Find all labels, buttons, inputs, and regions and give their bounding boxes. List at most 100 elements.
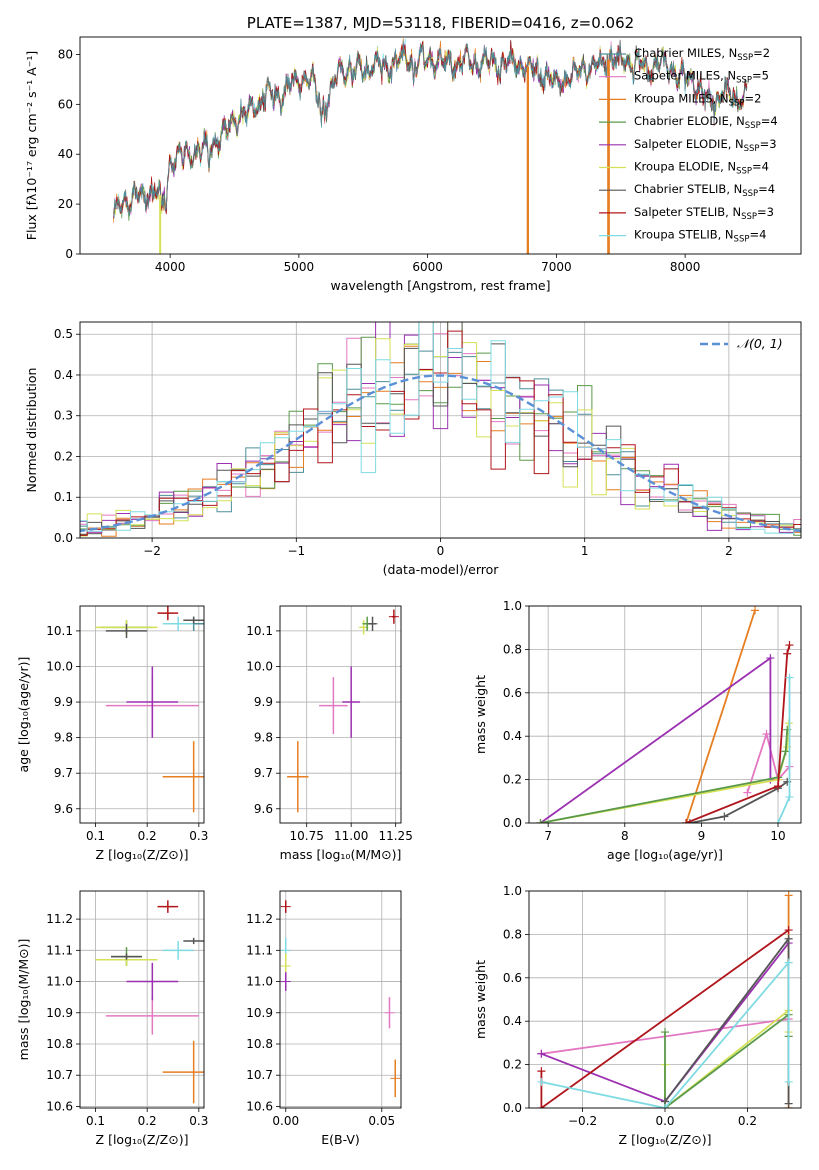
mass_vs_ebv-xtick-label: 0.00 — [272, 1114, 299, 1128]
age_vs_mass-ytick-label: 10.0 — [246, 659, 273, 673]
age_vs_Z-xtick-label: 0.3 — [189, 829, 208, 843]
mass_vs_Z-ylabel: mass [log₁₀(M/M⊙)] — [16, 939, 31, 1061]
legend-entry: Kroupa ELODIE, NSSP=4 — [634, 160, 769, 177]
series-kroupa-stelib — [541, 960, 790, 1108]
age_vs_Z-xlabel: Z [log₁₀(Z/Z⊙)] — [96, 847, 189, 862]
legend-entry: Salpeter STELIB, NSSP=3 — [634, 205, 774, 222]
legend-entry: Chabrier MILES, NSSP=2 — [634, 46, 770, 63]
age_vs_mass-plot-area — [287, 609, 399, 813]
mass_vs_Z-xlabel: Z [log₁₀(Z/Z⊙)] — [96, 1132, 189, 1147]
series-chabrier-elodie — [540, 729, 789, 823]
mass_vs_Z-axes: 0.1 0.2 0.3 10.6 10.7 10.8 10.9 11.0 11.1 11.2 Z [… — [16, 890, 208, 1147]
series-salpeter-miles — [746, 730, 791, 793]
age_vs_Z-ytick-label: 9.9 — [54, 695, 73, 709]
weight_vs_age-xlabel: age [log₁₀(age/yr)] — [607, 847, 723, 862]
point-marker — [784, 1099, 793, 1108]
legend-entry: Salpeter MILES, NSSP=5 — [634, 69, 769, 86]
errorbar-salpeter-elodie — [280, 972, 291, 991]
residuals-axes: −2 −1 0 1 2 0.0 0.1 0.2 0.3 0.4 0.5 (data-model)/er… — [24, 321, 802, 577]
weight_vs_Z-ytick-label: 1.0 — [503, 884, 522, 898]
weight_vs_Z-ytick-label: 0.2 — [503, 1058, 522, 1072]
point-marker — [762, 730, 771, 739]
point-marker — [537, 1077, 546, 1086]
age_vs_mass-ytick-label: 10.1 — [246, 624, 273, 638]
weight_vs_age-xtick-label: 8 — [621, 829, 629, 843]
series-kroupa-miles — [685, 610, 756, 823]
errorbar-kroupa-miles — [162, 1040, 204, 1104]
errorbar-kroupa-miles — [287, 741, 309, 813]
age_vs_Z-ytick-label: 9.6 — [54, 802, 73, 816]
errorbar-salpeter-stelib — [280, 900, 291, 913]
weight_vs_Z-ylabel: mass weight — [473, 960, 488, 1039]
age_vs_mass-frame — [279, 605, 402, 824]
residuals-ytick-label: 0.1 — [54, 490, 73, 504]
residuals-plot-area — [80, 322, 801, 537]
weight_vs_age-ytick-label: 0.4 — [503, 729, 522, 743]
age_vs_mass-xlabel: mass [log₁₀(M/M⊙)] — [280, 847, 402, 862]
series-chabrier-stelib — [689, 781, 788, 823]
mass_vs_ebv-ytick-label: 10.7 — [246, 1068, 273, 1082]
errorbar-chabrier-stelib — [183, 616, 204, 624]
errorbar-salpeter-miles — [105, 997, 199, 1035]
errorbar-salpeter-miles — [384, 997, 395, 1029]
weight_vs_Z-xtick-label: 0.0 — [655, 1114, 674, 1128]
weight_vs_Z-axes: −0.2 0.0 0.2 0.0 0.2 0.4 0.6 0.8 1.0 Z [log₁₀(Z/Z… — [473, 884, 802, 1147]
point-marker — [537, 1067, 546, 1076]
weight_vs_Z-frame — [528, 890, 802, 1109]
mass_vs_Z-frame — [79, 890, 205, 1109]
weight_vs_Z-ytick-label: 0.0 — [503, 1101, 522, 1115]
point-marker — [661, 1104, 669, 1108]
weight_vs_Z-ytick-label: 0.8 — [503, 927, 522, 941]
spectrum-ytick-label: 20 — [58, 197, 73, 211]
weight_vs_age-background — [529, 606, 801, 823]
weight_vs_Z-ytick-label: 0.4 — [503, 1014, 522, 1028]
errorbar-kroupa-stelib — [162, 616, 194, 631]
point-marker — [774, 782, 783, 791]
point-marker — [766, 654, 775, 663]
spectrum-xtick-label: 5000 — [284, 260, 315, 274]
mass_vs_ebv-ytick-label: 11.1 — [246, 943, 273, 957]
point-marker — [743, 788, 752, 797]
spectrum-ytick-label: 60 — [58, 97, 73, 111]
mass_vs_ebv-ytick-label: 10.6 — [246, 1099, 273, 1113]
mass_vs_ebv-plot-area — [280, 900, 401, 1098]
mass_vs_ebv-background — [280, 891, 401, 1108]
point-marker — [785, 641, 794, 650]
point-marker — [784, 1077, 793, 1086]
residuals-xtick-label: 0 — [437, 544, 445, 558]
legend-entry-gaussian: 𝒩(0, 1) — [737, 336, 783, 351]
point-marker — [784, 958, 793, 967]
point-marker — [785, 792, 794, 801]
errorbar-salpeter-elodie — [342, 666, 361, 738]
residuals-xtick-label: −2 — [143, 544, 161, 558]
age_vs_mass-xtick-label: 11.00 — [334, 829, 368, 843]
mass_vs_ebv-frame — [279, 890, 402, 1109]
age_vs_mass-ytick-label: 9.8 — [254, 731, 273, 745]
residuals-xlabel: (data-model)/error — [383, 562, 500, 577]
mass_vs_Z-ytick-label: 10.7 — [46, 1068, 73, 1082]
weight_vs_age-ytick-label: 0.0 — [503, 816, 522, 830]
age_vs_Z-ytick-label: 10.0 — [46, 659, 73, 673]
mass_vs_ebv-ytick-label: 10.8 — [246, 1037, 273, 1051]
legend-entry: Salpeter ELODIE, NSSP=3 — [634, 137, 777, 154]
errorbar-chabrier-stelib — [105, 623, 148, 639]
spectrum-ytick-label: 40 — [58, 147, 73, 161]
errorbar-kroupa-miles — [162, 741, 204, 813]
histogram-salpeter-stelib — [80, 330, 801, 536]
mass_vs_Z-ytick-label: 11.0 — [46, 975, 73, 989]
errorbar-kroupa-miles — [390, 1059, 401, 1098]
errorbar-chabrier-stelib — [367, 616, 378, 631]
spectrum-axes: 4000 5000 6000 7000 8000 0 20 40 60 80 wavelength … — [24, 14, 802, 293]
age_vs_mass-axes: 10.75 11.00 11.25 9.6 9.7 9.8 9.9 10.0 10.1 mass … — [246, 605, 413, 862]
weight_vs_age-ytick-label: 0.2 — [503, 773, 522, 787]
errorbar-chabrier-stelib — [111, 953, 142, 960]
residuals-ylabel: Normed distribution — [24, 368, 39, 493]
errorbar-salpeter-elodie — [126, 666, 179, 738]
point-marker — [785, 673, 794, 682]
residuals-ytick-label: 0.0 — [54, 531, 73, 545]
spectrum-xtick-label: 4000 — [155, 260, 186, 274]
weight_vs_age-ytick-label: 1.0 — [503, 599, 522, 613]
point-marker — [536, 819, 545, 823]
gaussian-curve — [80, 374, 801, 533]
